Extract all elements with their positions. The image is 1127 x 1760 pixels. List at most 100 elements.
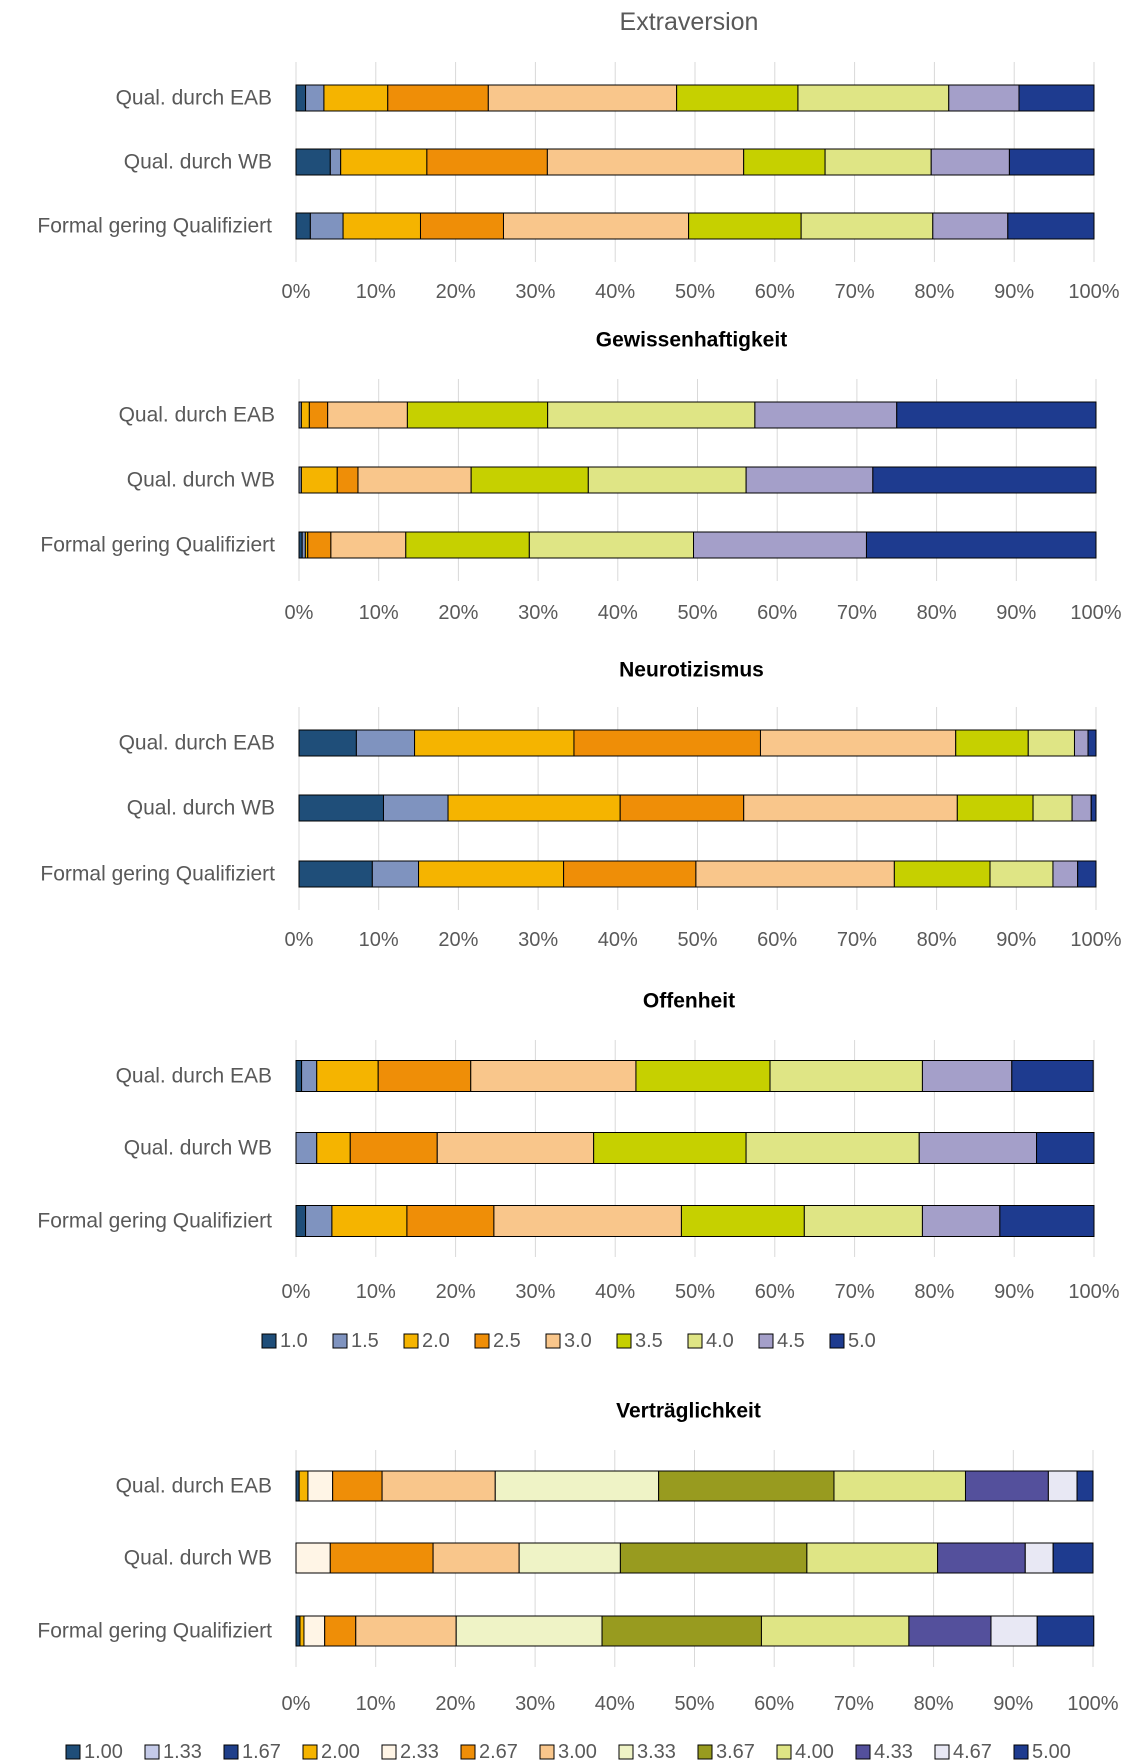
chart-title: Verträglichkeit	[616, 1400, 761, 1423]
category-label: Qual. durch WB	[124, 151, 272, 174]
bar-segment	[295, 1542, 331, 1574]
bar-segment	[295, 1060, 303, 1092]
legend-swatch	[332, 1333, 348, 1349]
x-tick-label: 30%	[518, 929, 558, 951]
legend-swatch	[65, 1744, 81, 1760]
legend-label: 3.67	[716, 1741, 755, 1760]
x-tick-label: 40%	[595, 281, 635, 303]
x-tick-label: 50%	[674, 1693, 714, 1715]
bar-segment	[964, 1470, 1049, 1502]
bar-segment	[1052, 860, 1079, 888]
x-tick-label: 20%	[436, 281, 476, 303]
bar-segment	[759, 729, 957, 757]
bar-segment	[743, 148, 826, 176]
bar-segment	[908, 1615, 992, 1647]
bar-segment	[329, 148, 342, 176]
bar-segment	[299, 1615, 305, 1647]
x-tick-label: 50%	[675, 281, 715, 303]
legend-label: 4.33	[874, 1741, 913, 1760]
bar-segment	[327, 401, 408, 429]
bar-segment	[797, 84, 950, 112]
bar-segment	[330, 531, 407, 559]
x-tick-label: 50%	[677, 929, 717, 951]
category-label: Formal gering Qualifiziert	[37, 1620, 272, 1643]
bar-segment	[349, 1132, 438, 1164]
bar-segment	[518, 1542, 621, 1574]
x-tick-label: 20%	[436, 1281, 476, 1303]
legend: 1.00 1.33 1.67 2.00 2.33 2.67 3.00 3.33 3.67 4.00…	[65, 1741, 1071, 1760]
x-tick-label: 100%	[1070, 602, 1121, 624]
x-tick-label: 70%	[837, 929, 877, 951]
legend-label: 2.00	[321, 1741, 360, 1760]
bar-segment	[918, 1132, 1038, 1164]
x-tick-label: 40%	[598, 602, 638, 624]
bar-segment	[1011, 1060, 1094, 1092]
legend-label: 2.33	[400, 1741, 439, 1760]
x-tick-label: 100%	[1070, 929, 1121, 951]
x-tick-label: 30%	[515, 1281, 555, 1303]
category-label: Qual. durch EAB	[119, 732, 275, 755]
bar-segment	[309, 212, 344, 240]
bar-segment	[593, 1132, 747, 1164]
chart-1: Extraversion 0% 10% 20% 30% 40% 50% 60% 70% 80% 90…	[37, 8, 1119, 303]
bar-segment	[1008, 148, 1095, 176]
chart-2: Gewissenhaftigkeit 0% 10% 20% 30% 40% 50% 60% 70…	[40, 329, 1121, 625]
bar-segment	[754, 401, 898, 429]
category-label: Formal gering Qualifiziert	[37, 1210, 272, 1233]
legend-swatch	[302, 1744, 318, 1760]
bar-segment	[563, 860, 697, 888]
bar-segment	[436, 1132, 595, 1164]
chart-4: Offenheit 0% 10% 20% 30% 40% 50% 60% 70% 80% 90% 10…	[37, 990, 1119, 1353]
bar-segment	[1036, 1132, 1095, 1164]
chart-title: Neurotizismus	[619, 659, 764, 682]
bar-segment	[340, 148, 428, 176]
bar-segment	[494, 1470, 660, 1502]
chart-title: Gewissenhaftigkeit	[596, 329, 787, 352]
category-label: Formal gering Qualifiziert	[40, 863, 275, 886]
bar-segment	[487, 84, 678, 112]
bar-segment	[295, 1132, 318, 1164]
legend-swatch	[618, 1744, 634, 1760]
bar-segment	[896, 401, 1097, 429]
x-tick-label: 0%	[282, 1281, 311, 1303]
bar-segment	[601, 1615, 762, 1647]
bar-segment	[999, 1205, 1095, 1237]
bar-segment	[872, 466, 1097, 494]
legend-label: 1.5	[351, 1330, 379, 1352]
legend-swatch	[403, 1333, 419, 1349]
bar-segment	[298, 860, 373, 888]
x-tick-label: 40%	[598, 929, 638, 951]
bar-segment	[806, 1542, 939, 1574]
legend-label: 4.5	[777, 1330, 805, 1352]
legend-label: 5.0	[848, 1330, 876, 1352]
bar-segment	[587, 466, 747, 494]
x-tick-label: 0%	[285, 602, 314, 624]
bar-segment	[1047, 1470, 1078, 1502]
bar-segment	[470, 466, 589, 494]
bar-segment	[1007, 212, 1095, 240]
bar-segment	[432, 1542, 520, 1574]
legend-swatch	[474, 1333, 490, 1349]
legend-label: 2.5	[493, 1330, 521, 1352]
x-tick-label: 0%	[285, 929, 314, 951]
bar-segment	[298, 794, 384, 822]
x-tick-label: 30%	[515, 1693, 555, 1715]
bar-segment	[303, 1615, 326, 1647]
x-tick-label: 80%	[917, 602, 957, 624]
bar-segment	[493, 1205, 682, 1237]
legend-swatch	[261, 1333, 277, 1349]
bar-segment	[1027, 729, 1075, 757]
bar-segment	[619, 794, 745, 822]
x-tick-label: 90%	[996, 602, 1036, 624]
legend-label: 4.00	[795, 1741, 834, 1760]
chart-3: Neurotizismus 0% 10% 20% 30% 40% 50% 60% 70% 80% 9…	[40, 659, 1121, 952]
bar-segment	[745, 466, 874, 494]
bar-segment	[695, 860, 895, 888]
x-tick-label: 10%	[359, 929, 399, 951]
bar-segment	[932, 212, 1009, 240]
x-tick-label: 60%	[757, 929, 797, 951]
legend-label: 1.67	[242, 1741, 281, 1760]
bar-segment	[377, 1060, 472, 1092]
bar-segment	[546, 148, 745, 176]
x-tick-label: 100%	[1067, 1693, 1118, 1715]
